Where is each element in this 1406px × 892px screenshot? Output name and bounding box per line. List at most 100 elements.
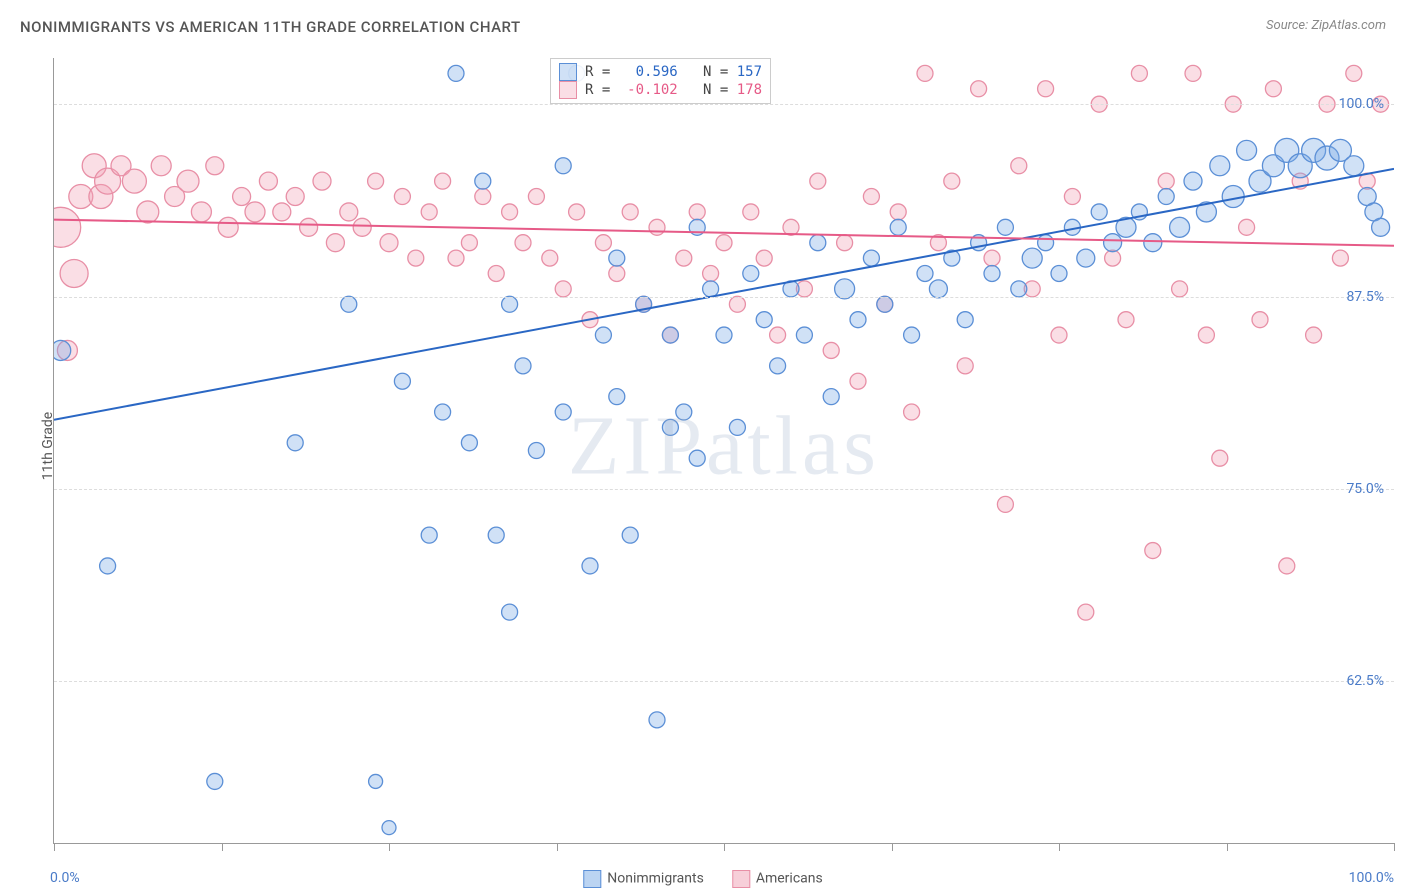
chart-svg (54, 58, 1394, 843)
scatter-point (1051, 327, 1067, 343)
scatter-point (326, 234, 344, 252)
x-tick (1227, 843, 1228, 851)
scatter-point (770, 358, 786, 374)
legend-swatch (559, 63, 577, 81)
scatter-point (218, 217, 238, 237)
scatter-point (662, 327, 678, 343)
scatter-point (957, 312, 973, 328)
scatter-point (662, 419, 678, 435)
scatter-point (353, 218, 371, 236)
scatter-point (54, 207, 81, 247)
scatter-point (380, 234, 398, 252)
scatter-point (394, 189, 410, 205)
scatter-point (1279, 558, 1295, 574)
scatter-point (863, 250, 879, 266)
scatter-point (233, 188, 251, 206)
scatter-point (929, 280, 947, 298)
scatter-point (622, 204, 638, 220)
scatter-point (448, 250, 464, 266)
plot-area: ZIPatlas 62.5%75.0%87.5%100.0% (53, 58, 1394, 844)
x-tick (892, 843, 893, 851)
scatter-point (421, 527, 437, 543)
scatter-point (122, 169, 146, 193)
scatter-point (1105, 250, 1121, 266)
scatter-point (1011, 281, 1027, 297)
scatter-point (1077, 249, 1095, 267)
scatter-point (904, 404, 920, 420)
x-tick (724, 843, 725, 851)
scatter-point (488, 265, 504, 281)
scatter-point (850, 373, 866, 389)
scatter-point (542, 250, 558, 266)
x-tick (54, 843, 55, 851)
scatter-point (1332, 250, 1348, 266)
scatter-point (1170, 217, 1190, 237)
scatter-point (515, 358, 531, 374)
scatter-point (1172, 281, 1188, 297)
scatter-point (382, 821, 396, 835)
scatter-point (823, 342, 839, 358)
source-label: Source: (1266, 18, 1308, 33)
scatter-point (890, 204, 906, 220)
x-tick (222, 843, 223, 851)
scatter-point (716, 327, 732, 343)
scatter-point (555, 281, 571, 297)
scatter-point (502, 204, 518, 220)
scatter-point (1158, 189, 1174, 205)
scatter-point (369, 774, 383, 788)
scatter-point (1212, 450, 1228, 466)
scatter-point (245, 202, 265, 222)
scatter-point (971, 81, 987, 97)
series-legend: Nonimmigrants Americans (583, 870, 822, 888)
scatter-point (461, 235, 477, 251)
gridline (54, 104, 1394, 105)
scatter-point (957, 358, 973, 374)
scatter-point (408, 250, 424, 266)
y-tick-label: 87.5% (1346, 289, 1384, 305)
scatter-point (1372, 218, 1390, 236)
legend-swatch (732, 870, 750, 888)
scatter-point (207, 773, 223, 789)
scatter-point (340, 203, 358, 221)
scatter-point (649, 712, 665, 728)
scatter-point (1118, 312, 1134, 328)
y-tick-label: 100.0% (1339, 96, 1384, 112)
legend-stats: R = -0.102 N = 178 (585, 82, 762, 98)
legend-swatch (583, 870, 601, 888)
scatter-point (341, 296, 357, 312)
scatter-point (622, 527, 638, 543)
legend-item: Nonimmigrants (583, 870, 704, 888)
scatter-point (703, 265, 719, 281)
scatter-point (984, 265, 1000, 281)
x-tick (557, 843, 558, 851)
gridline (54, 297, 1394, 298)
scatter-point (1022, 248, 1042, 268)
scatter-point (984, 250, 1000, 266)
scatter-point (555, 404, 571, 420)
y-tick-label: 75.0% (1346, 481, 1384, 497)
scatter-point (1104, 234, 1122, 252)
scatter-point (368, 173, 384, 189)
scatter-point (528, 189, 544, 205)
scatter-point (676, 404, 692, 420)
scatter-point (595, 327, 611, 343)
scatter-point (997, 219, 1013, 235)
x-tick (389, 843, 390, 851)
scatter-point (796, 327, 812, 343)
scatter-point (729, 296, 745, 312)
scatter-point (1158, 173, 1174, 189)
scatter-point (528, 443, 544, 459)
scatter-point (582, 558, 598, 574)
scatter-point (555, 158, 571, 174)
scatter-point (716, 235, 732, 251)
scatter-point (313, 172, 331, 190)
scatter-point (300, 218, 318, 236)
scatter-point (54, 340, 71, 360)
scatter-point (649, 219, 665, 235)
scatter-point (1064, 189, 1080, 205)
legend-item: Americans (732, 870, 823, 888)
scatter-point (756, 312, 772, 328)
scatter-point (944, 173, 960, 189)
gridline (54, 489, 1394, 490)
legend-swatch (559, 81, 577, 99)
